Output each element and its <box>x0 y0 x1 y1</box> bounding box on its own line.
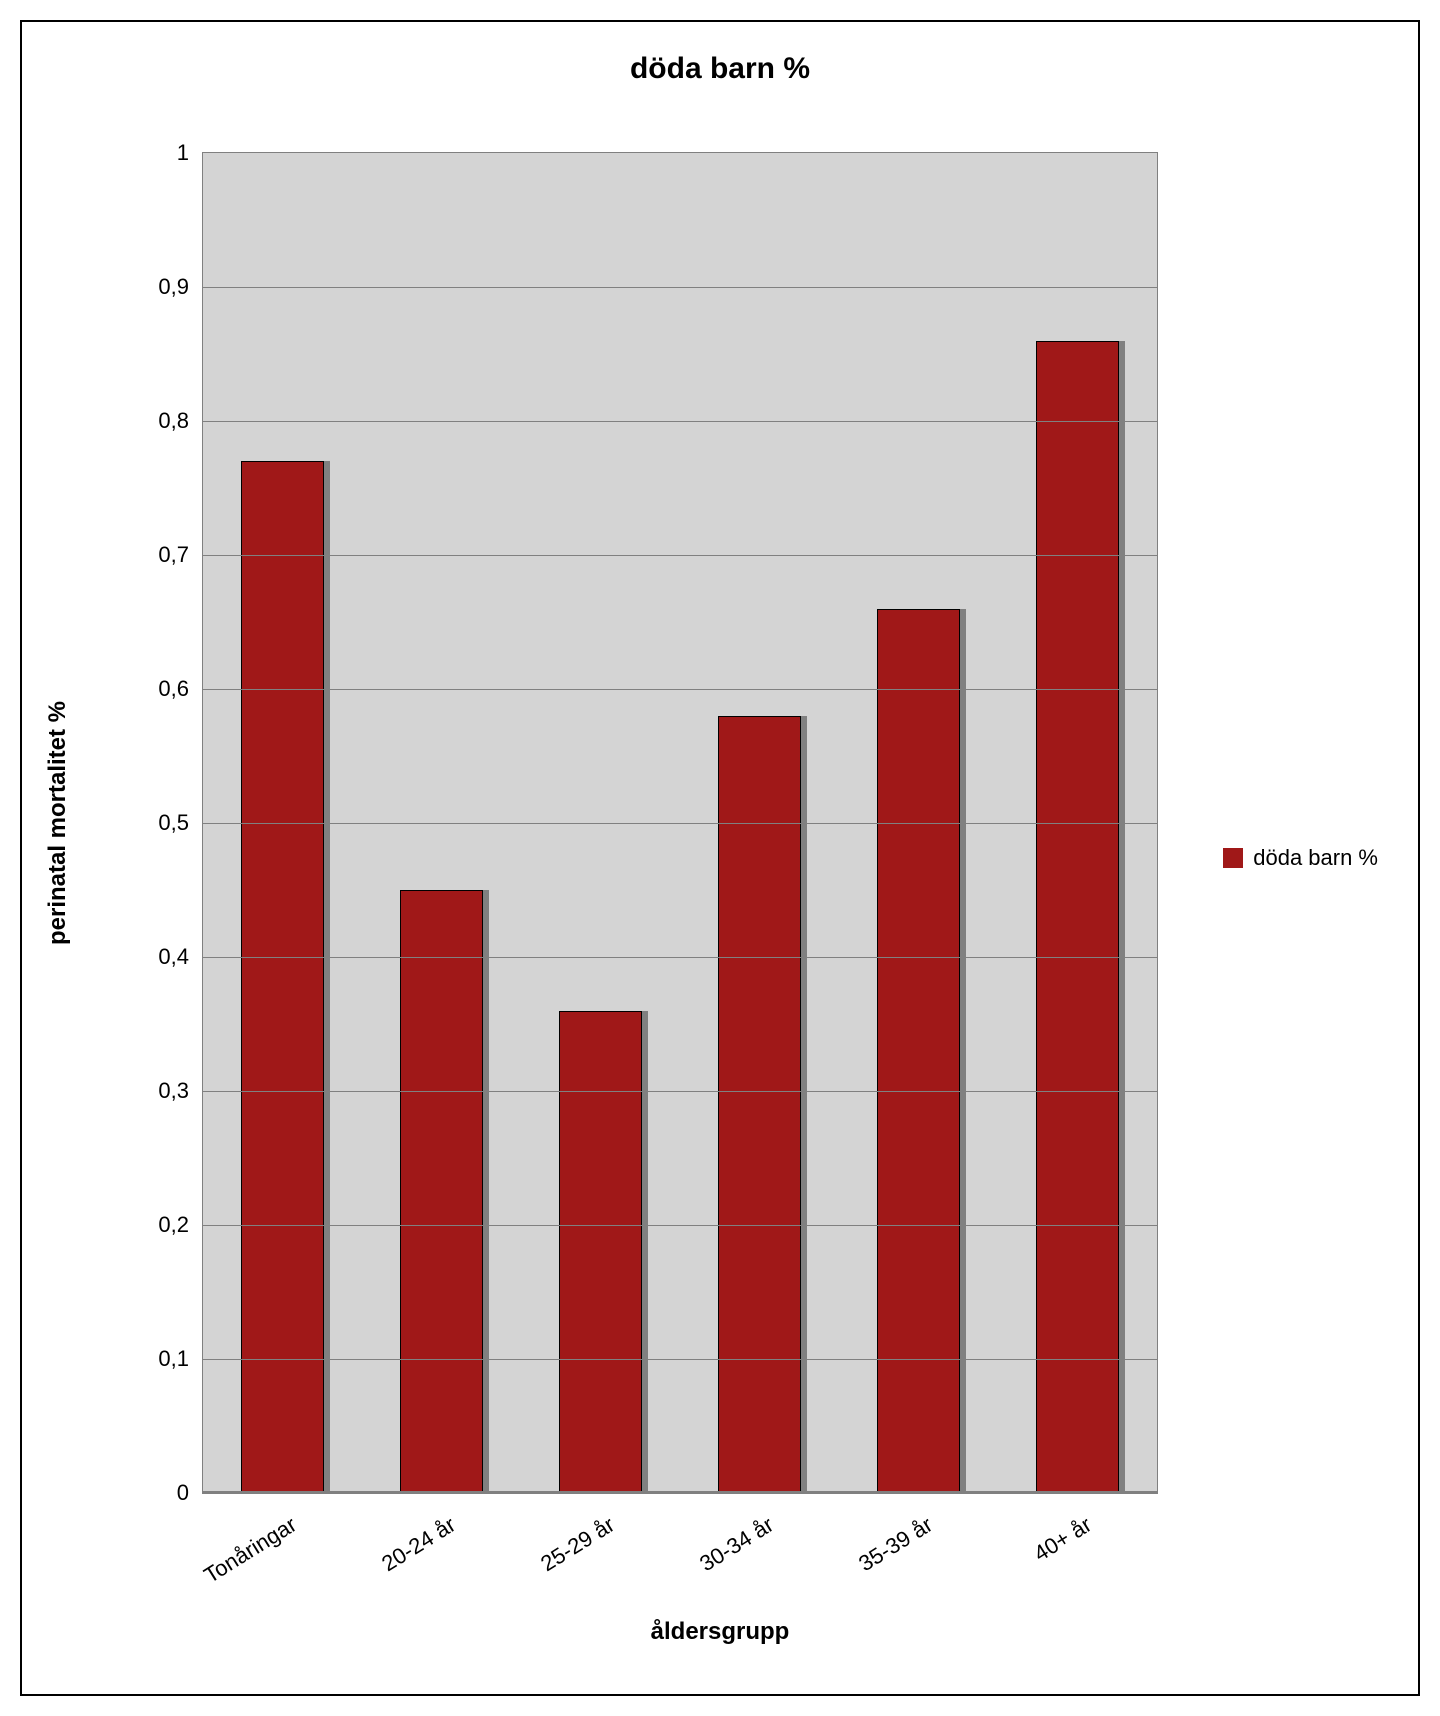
y-axis-title: perinatal mortalitet % <box>44 701 72 945</box>
x-axis-title: åldersgrupp <box>651 1618 790 1646</box>
chart-title: döda barn % <box>22 52 1418 86</box>
y-tick-label: 1 <box>177 140 203 166</box>
x-tick-label: 35-39 år <box>843 1493 938 1577</box>
x-tick-label: 20-24 år <box>366 1493 461 1577</box>
x-tick-label: 25-29 år <box>525 1493 620 1577</box>
y-tick-label: 0,7 <box>158 542 203 568</box>
bar <box>241 461 324 1493</box>
x-tick-label: Tonåringar <box>188 1493 302 1589</box>
y-tick-label: 0,9 <box>158 274 203 300</box>
y-tick-label: 0 <box>177 1480 203 1506</box>
legend: döda barn % <box>1223 845 1378 871</box>
x-axis-baseline <box>203 1491 1157 1493</box>
gridline <box>203 823 1157 824</box>
legend-swatch <box>1223 848 1243 868</box>
y-tick-label: 0,3 <box>158 1078 203 1104</box>
bar <box>559 1011 642 1493</box>
x-tick-label: 40+ år <box>1018 1493 1097 1567</box>
gridline <box>203 1225 1157 1226</box>
y-tick-label: 0,1 <box>158 1346 203 1372</box>
gridline <box>203 1359 1157 1360</box>
gridline <box>203 555 1157 556</box>
gridline <box>203 957 1157 958</box>
x-tick-label: 30-34 år <box>684 1493 779 1577</box>
legend-label: döda barn % <box>1253 845 1378 871</box>
gridline <box>203 287 1157 288</box>
y-tick-label: 0,4 <box>158 944 203 970</box>
y-tick-label: 0,5 <box>158 810 203 836</box>
gridline <box>203 421 1157 422</box>
bar <box>718 716 801 1493</box>
gridline <box>203 689 1157 690</box>
chart-page: döda barn % Tonåringar20-24 år25-29 år30… <box>0 0 1440 1716</box>
plot-area: Tonåringar20-24 år25-29 år30-34 år35-39 … <box>202 152 1158 1494</box>
plot-wrap: Tonåringar20-24 år25-29 år30-34 år35-39 … <box>202 152 1158 1494</box>
bar <box>1036 341 1119 1493</box>
gridline <box>203 1091 1157 1092</box>
y-tick-label: 0,2 <box>158 1212 203 1238</box>
bar <box>400 890 483 1493</box>
bar <box>877 609 960 1493</box>
chart-frame: döda barn % Tonåringar20-24 år25-29 år30… <box>20 20 1420 1696</box>
y-tick-label: 0,8 <box>158 408 203 434</box>
y-tick-label: 0,6 <box>158 676 203 702</box>
